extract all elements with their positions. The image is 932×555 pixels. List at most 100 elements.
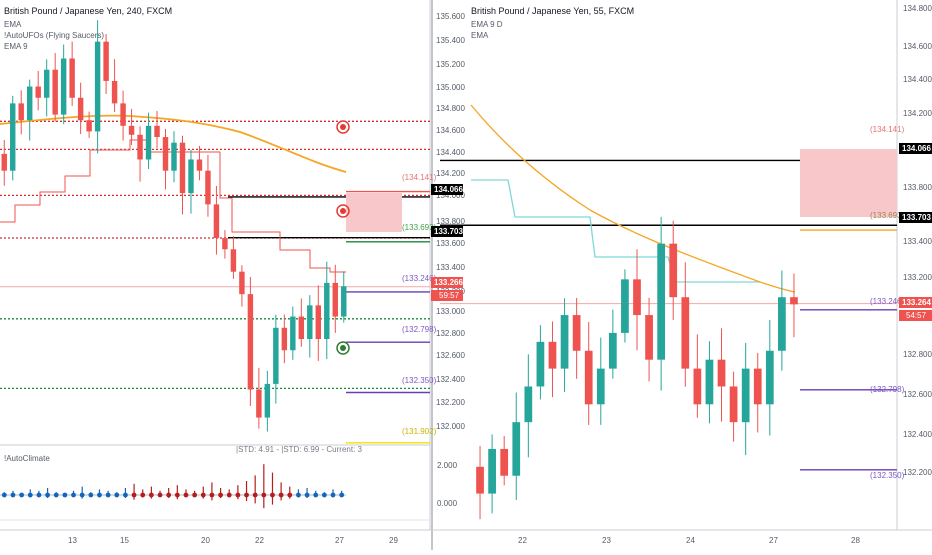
candle-body — [69, 58, 75, 98]
left-axis-label: 135.200 — [436, 60, 465, 69]
left-x-label: 20 — [201, 536, 210, 545]
candle-body — [264, 383, 271, 418]
candle-body — [188, 159, 194, 194]
candle-body — [705, 359, 714, 405]
candle-body — [43, 69, 50, 98]
indicator-dot — [97, 492, 102, 498]
indicator-dot — [1, 492, 7, 498]
candle-body — [154, 125, 160, 138]
candle-body — [1, 153, 7, 171]
ufo-sell-icon-1 — [336, 120, 350, 134]
right-level-label: (133.693) — [870, 211, 905, 220]
candle-body — [572, 315, 581, 351]
indicator-dot — [105, 492, 111, 498]
candle-body — [596, 368, 605, 405]
indicator-dot — [166, 492, 172, 498]
candle-body — [128, 125, 135, 135]
left-axis-label: 134.600 — [436, 126, 465, 135]
candle-body — [681, 297, 690, 369]
svg-text:134.066: 134.066 — [434, 185, 463, 194]
candle-body — [488, 448, 496, 494]
indicator-dot — [261, 492, 267, 498]
right-level-label: (134.141) — [870, 125, 905, 134]
indicator-dot — [148, 492, 154, 498]
left-axis-label: 134.400 — [436, 148, 465, 157]
candle-body — [256, 389, 262, 418]
right-axis-label: 133.800 — [903, 183, 932, 192]
indicator-info: |STD: 4.91 - |STD: 6.99 - Current: 3 — [236, 445, 363, 454]
left-axis-label: 135.600 — [436, 12, 465, 21]
candle-body — [290, 316, 296, 351]
left-last-price-tag: 133.266 — [431, 277, 463, 288]
indicator-dot — [304, 492, 310, 498]
candle-body — [790, 297, 798, 305]
indicator-dot — [140, 492, 146, 498]
left-level-tag-134066: 134.066 — [431, 184, 463, 195]
candle-body — [120, 103, 126, 126]
left-level-label: (132.798) — [402, 325, 437, 334]
left-level-label: (133.246) — [402, 274, 437, 283]
left-x-label: 15 — [120, 536, 129, 545]
right-level-tag-134066: 134.066 — [899, 143, 932, 154]
left-legend-1: EMA — [4, 20, 22, 29]
indicator-dot — [131, 492, 137, 498]
indicator-axis-label-top: 2.000 — [437, 461, 458, 470]
candle-body — [332, 282, 338, 317]
right-legend-1: EMA 9 D — [471, 20, 503, 29]
indicator-dot — [174, 492, 180, 498]
right-x-label: 23 — [602, 536, 611, 545]
right-x-label: 22 — [518, 536, 527, 545]
indicator-dot — [10, 492, 16, 498]
candle-body — [60, 58, 67, 115]
candle-body — [500, 448, 509, 476]
ufo-buy-icon — [336, 341, 350, 355]
candle-body — [179, 142, 186, 194]
right-level-tag-133703: 133.703 — [899, 212, 932, 223]
left-axis-label: 132.200 — [436, 398, 465, 407]
indicator-dot — [330, 492, 336, 498]
indicator-dot — [226, 492, 232, 498]
indicator-dot — [244, 492, 249, 498]
left-axis-label: 133.600 — [436, 239, 465, 248]
candle-body — [137, 134, 143, 160]
candle-body — [247, 294, 254, 390]
candle-body — [281, 327, 288, 351]
indicator-dot — [252, 492, 258, 498]
indicator-dot — [235, 492, 241, 498]
candle-body — [548, 341, 557, 369]
left-axis-label: 135.000 — [436, 83, 465, 92]
candle-body — [171, 142, 177, 171]
indicator-dot — [62, 492, 68, 498]
svg-text:59:57: 59:57 — [439, 291, 460, 300]
candle-body — [307, 305, 313, 340]
left-axis-label: 133.400 — [436, 263, 465, 272]
right-x-label: 28 — [851, 536, 860, 545]
indicator-dot — [321, 492, 327, 498]
candle-body — [341, 286, 347, 317]
left-axis-label: 132.800 — [436, 329, 465, 338]
right-axis-label: 132.200 — [903, 468, 932, 477]
indicator-dot — [339, 492, 345, 498]
left-x-label: 29 — [389, 536, 398, 545]
right-level-label: (132.350) — [870, 471, 905, 480]
candle-body — [608, 332, 617, 369]
candle-body — [196, 159, 203, 171]
candle-body — [669, 243, 678, 298]
right-last-price-tag: 133.264 — [899, 297, 932, 308]
candle-body — [145, 125, 152, 160]
right-x-label: 27 — [769, 536, 778, 545]
ema-orange-line — [470, 104, 796, 293]
left-level-label: (131.902) — [402, 427, 437, 436]
candle-body — [621, 279, 629, 333]
right-chart-title: British Pound / Japanese Yen, 55, FXCM — [471, 6, 634, 16]
indicator-dot — [183, 492, 189, 498]
right-axis-label: 134.200 — [903, 109, 932, 118]
ufo-sell-icon-2 — [336, 204, 350, 218]
candle-body — [10, 103, 16, 171]
left-level-tag-133703: 133.703 — [431, 226, 463, 237]
left-axis-label: 133.800 — [436, 217, 465, 226]
indicator-dot — [287, 492, 293, 498]
indicator-dot — [313, 492, 319, 498]
left-legend-2: !AutoUFOs (Flying Saucers) — [4, 31, 104, 40]
